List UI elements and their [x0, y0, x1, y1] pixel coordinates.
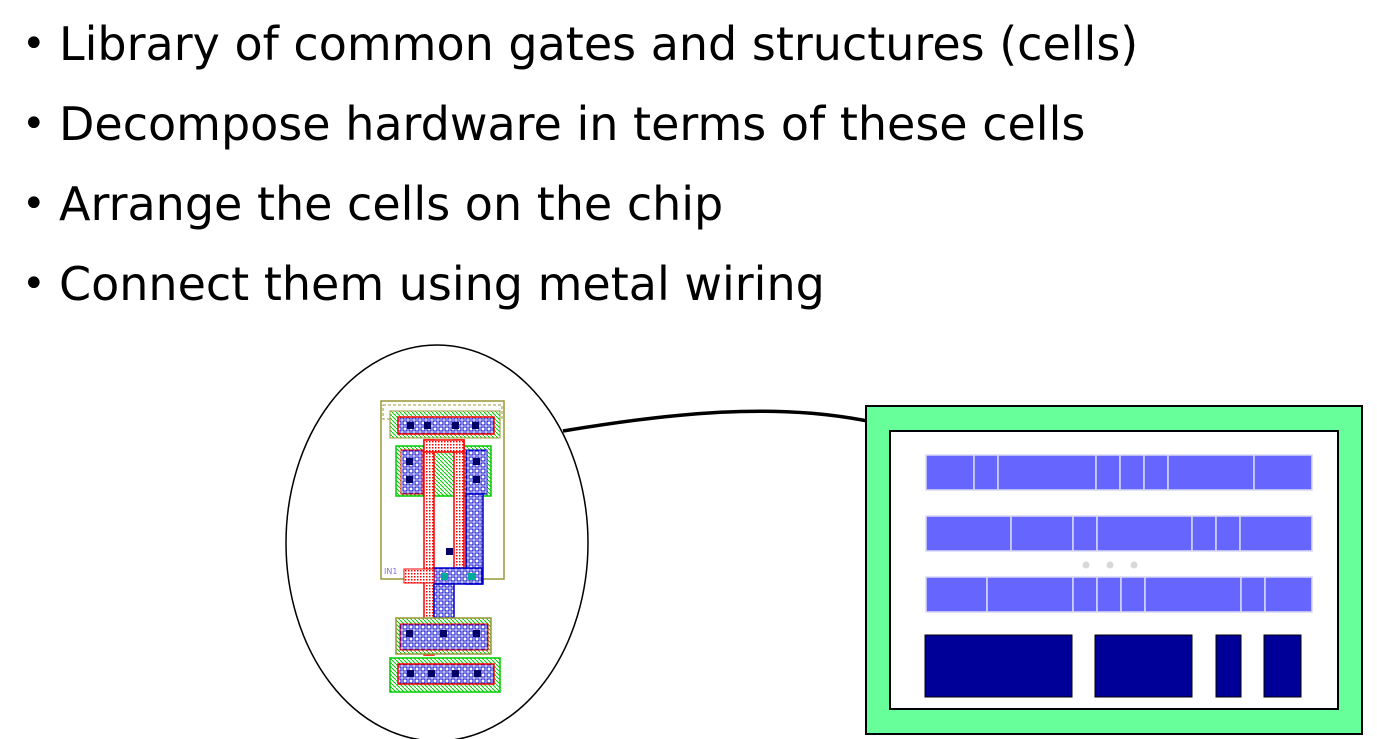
bullet-item-connect: • Connect them using metal wiring — [22, 244, 1138, 324]
cell-instance — [925, 515, 1012, 552]
macro-block — [1094, 634, 1193, 698]
pin-label: IN1 — [384, 567, 397, 576]
cell-instance — [1144, 576, 1242, 613]
contact — [424, 422, 431, 429]
cell-instance — [925, 454, 975, 491]
contact — [407, 670, 414, 677]
bullet-dot: • — [22, 21, 46, 67]
bullet-list: • Library of common gates and structures… — [22, 4, 1138, 324]
contact — [473, 476, 480, 483]
ellipsis-dot — [1130, 561, 1138, 569]
contact — [428, 670, 435, 677]
bullet-item-arrange: • Arrange the cells on the chip — [22, 164, 1138, 244]
pmos-metal-left — [400, 449, 424, 495]
cell-instance — [1143, 454, 1169, 491]
cell-row-2 — [925, 515, 1313, 552]
cell-instance — [1010, 515, 1074, 552]
contact — [407, 422, 414, 429]
cell-row-1 — [925, 454, 1313, 491]
cell-instance — [997, 454, 1097, 491]
contact — [446, 548, 453, 555]
cell-highlight-ellipse — [285, 344, 589, 739]
bullet-text: Arrange the cells on the chip — [59, 177, 724, 231]
cell-instance — [1072, 515, 1098, 552]
bullet-text: Library of common gates and structures (… — [59, 17, 1139, 71]
contact — [474, 670, 481, 677]
cell-instance — [1095, 454, 1121, 491]
poly-gate-right — [453, 439, 465, 581]
bullet-item-decompose: • Decompose hardware in terms of these c… — [22, 84, 1138, 164]
cell-instance — [973, 454, 999, 491]
macro-blocks — [924, 634, 1302, 698]
contact — [473, 458, 480, 465]
bullet-dot: • — [22, 181, 46, 227]
cell-instance — [1215, 515, 1241, 552]
ellipsis-dot — [1106, 561, 1114, 569]
cell-instance — [1096, 576, 1122, 613]
bullet-text: Decompose hardware in terms of these cel… — [59, 97, 1086, 151]
cell-instance — [1072, 576, 1098, 613]
chip-floorplan — [865, 405, 1363, 735]
cell-instance — [1240, 576, 1266, 613]
cell-instance — [986, 576, 1074, 613]
contact — [406, 458, 413, 465]
cell-instance — [1191, 515, 1217, 552]
cell-row-3 — [925, 576, 1313, 613]
cell-instance — [1120, 576, 1146, 613]
cell-instance — [1119, 454, 1145, 491]
contact — [472, 422, 479, 429]
cell-instance — [1264, 576, 1313, 613]
macro-block — [1215, 634, 1242, 698]
bullet-dot: • — [22, 261, 46, 307]
contact — [406, 476, 413, 483]
contact — [406, 630, 413, 637]
cell-instance — [1096, 515, 1193, 552]
via — [441, 573, 448, 580]
bullet-item-library: • Library of common gates and structures… — [22, 4, 1138, 84]
macro-block — [924, 634, 1073, 698]
contact — [473, 630, 480, 637]
via — [468, 573, 475, 580]
standard-cell-layout: IN1 — [380, 400, 505, 693]
ellipsis-dot — [1082, 561, 1090, 569]
pmos-metal-right — [465, 449, 488, 495]
bullet-text: Connect them using metal wiring — [59, 257, 825, 311]
cell-instance — [925, 576, 988, 613]
contact — [452, 670, 459, 677]
bullet-dot: • — [22, 101, 46, 147]
cell-instance — [1239, 515, 1313, 552]
poly-cross — [423, 439, 465, 453]
gnd-rail-metal — [397, 663, 495, 685]
vdd-rail-metal — [397, 416, 495, 435]
contact — [440, 630, 447, 637]
cell-instance — [1167, 454, 1255, 491]
macro-block — [1263, 634, 1302, 698]
cell-instance — [1253, 454, 1313, 491]
input-poly — [403, 568, 435, 584]
contact — [452, 422, 459, 429]
